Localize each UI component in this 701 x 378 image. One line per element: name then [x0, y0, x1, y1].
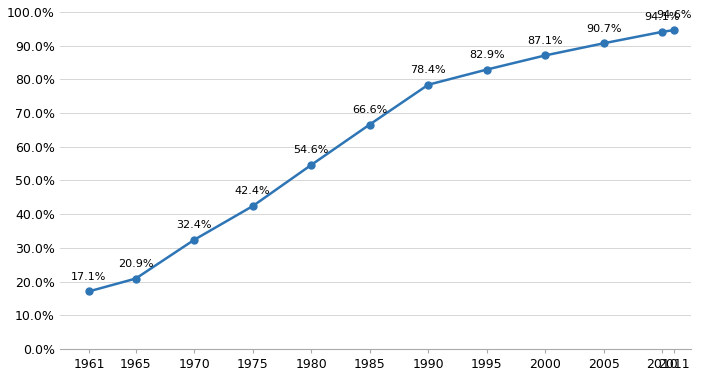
- Text: 82.9%: 82.9%: [469, 50, 505, 60]
- Text: 54.6%: 54.6%: [294, 145, 329, 155]
- Text: 20.9%: 20.9%: [118, 259, 154, 269]
- Text: 94.6%: 94.6%: [656, 11, 692, 20]
- Text: 90.7%: 90.7%: [586, 23, 621, 34]
- Text: 42.4%: 42.4%: [235, 186, 271, 197]
- Text: 66.6%: 66.6%: [352, 105, 388, 115]
- Text: 32.4%: 32.4%: [177, 220, 212, 230]
- Text: 17.1%: 17.1%: [72, 272, 107, 282]
- Text: 78.4%: 78.4%: [410, 65, 446, 75]
- Text: 94.1%: 94.1%: [644, 12, 680, 22]
- Text: 87.1%: 87.1%: [527, 36, 563, 46]
